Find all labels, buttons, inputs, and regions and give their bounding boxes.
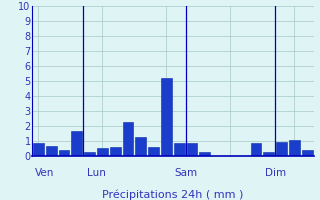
Bar <box>263 152 274 156</box>
Bar <box>161 78 172 156</box>
Bar <box>123 121 133 156</box>
Text: Ven: Ven <box>35 168 54 178</box>
Bar <box>71 131 82 156</box>
Bar <box>135 136 146 156</box>
Bar <box>289 140 300 156</box>
Bar <box>251 142 261 156</box>
Bar <box>302 150 313 156</box>
Bar <box>110 147 121 156</box>
Bar <box>46 146 57 156</box>
Text: Lun: Lun <box>87 168 105 178</box>
Text: Précipitations 24h ( mm ): Précipitations 24h ( mm ) <box>102 189 244 200</box>
Text: Dim: Dim <box>265 168 286 178</box>
Bar <box>174 142 185 156</box>
Bar <box>84 152 95 156</box>
Bar <box>276 142 287 156</box>
Text: Sam: Sam <box>174 168 197 178</box>
Bar <box>187 143 197 156</box>
Bar <box>148 147 159 156</box>
Bar <box>59 150 69 156</box>
Bar <box>33 142 44 156</box>
Bar <box>97 148 108 156</box>
Bar <box>199 152 210 156</box>
